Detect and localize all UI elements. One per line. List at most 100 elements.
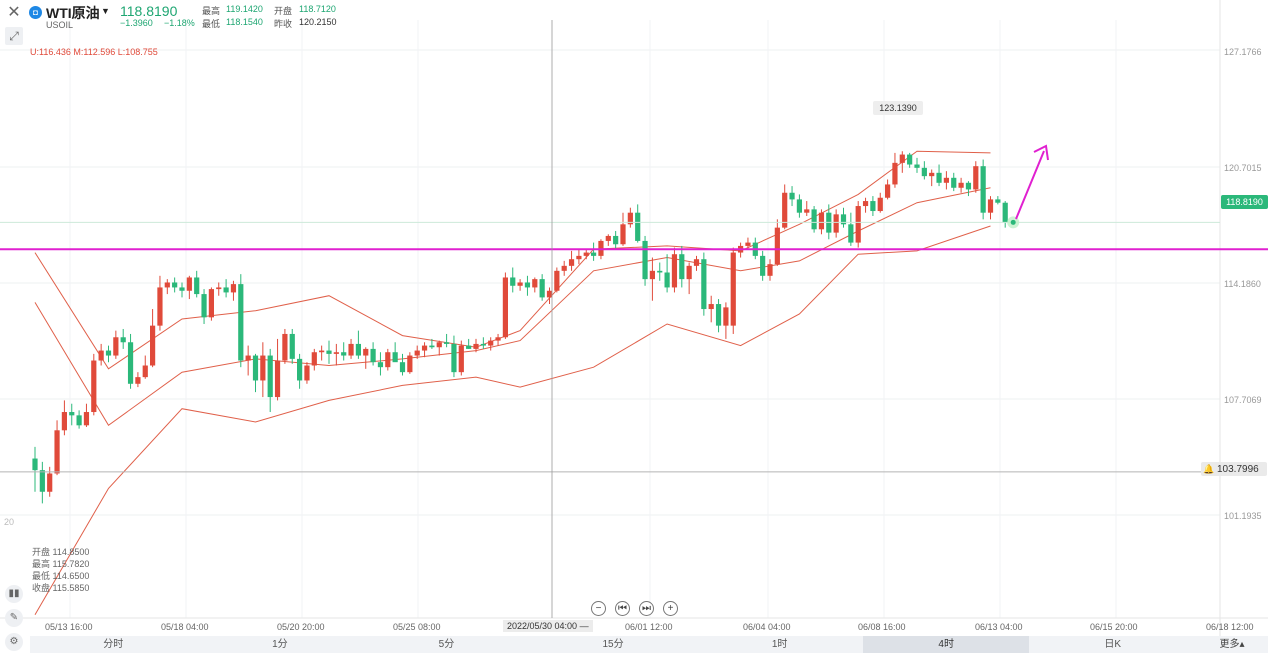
open-label: 开盘 [274, 6, 293, 16]
candle-body [466, 345, 472, 349]
candle-body [113, 337, 119, 356]
candle-body [414, 350, 420, 356]
candle-body [304, 365, 310, 381]
price-axis-label: 127.1766 [1224, 47, 1262, 57]
scroll-end-button[interactable]: ⏭ [639, 601, 654, 616]
candle-body [576, 255, 582, 260]
boll-indicator-values: U:116.436 M:112.596 L:108.755 [30, 47, 158, 57]
candle-body [429, 345, 435, 348]
pen-icon[interactable]: ✎ [5, 609, 23, 627]
scroll-start-button[interactable]: ⏮ [615, 601, 630, 616]
candles [32, 151, 1008, 504]
chart-grid [0, 0, 1268, 636]
candle-body [289, 333, 295, 359]
candle-body [83, 412, 90, 426]
candle-body [818, 212, 825, 230]
candle-body [767, 264, 773, 276]
candle-body [546, 290, 553, 298]
candle-body [973, 166, 979, 190]
candle-body [54, 430, 60, 474]
candle-body [451, 343, 457, 373]
candle-body [671, 254, 678, 288]
candle-body [892, 162, 898, 185]
chart-settings-icon[interactable]: ⚙ [5, 633, 23, 651]
live-price-dot [1010, 219, 1016, 225]
candle-body [186, 277, 192, 291]
candle-body [76, 415, 82, 426]
prev-close-label: 昨收 [274, 19, 293, 29]
candle-body [216, 287, 222, 290]
candle-body [840, 214, 847, 225]
candle-body [105, 350, 112, 356]
candle-body [568, 259, 575, 266]
tab-1min[interactable]: 1分 [272, 639, 288, 650]
candle-body [436, 342, 442, 348]
candle-body [921, 167, 927, 177]
candle-body [252, 355, 259, 381]
candle-body [995, 199, 1001, 203]
tab-daily[interactable]: 日K [1104, 639, 1122, 650]
candle-body [421, 345, 428, 351]
candle-body [282, 333, 288, 361]
candle-body [980, 166, 986, 213]
high-value: 119.1420 [226, 4, 263, 14]
left-edge-label: 20 [4, 517, 15, 527]
candle-body [157, 287, 163, 326]
trend-arrow-line [1015, 150, 1045, 220]
symbol-dropdown-icon[interactable]: ▼ [101, 6, 110, 16]
candle-body [473, 343, 479, 349]
boll-middle-line [34, 187, 991, 427]
zoom-in-button[interactable]: + [663, 601, 678, 616]
zoom-out-button[interactable]: − [591, 601, 606, 616]
draw-tool-icon[interactable]: ⤢ [5, 27, 23, 45]
candle-body [679, 254, 685, 280]
candle-body [179, 287, 185, 291]
price-alert-tag[interactable]: 🔔 103.7996 [1201, 462, 1267, 476]
more-periods-button[interactable]: 更多▴ [1219, 639, 1245, 650]
last-price: 118.8190 [120, 3, 178, 19]
candle-body [635, 212, 641, 241]
candle-body [907, 154, 913, 165]
candle-body [620, 224, 626, 245]
candle-body [458, 345, 464, 373]
candle-body [311, 352, 317, 366]
symbol-name[interactable]: WTI原油 [46, 5, 100, 21]
tab-5min[interactable]: 5分 [438, 639, 455, 650]
tab-1hour[interactable]: 1时 [771, 639, 788, 650]
candle-body [444, 342, 450, 344]
date-axis-label: 05/18 04:00 [161, 622, 209, 632]
tab-timeshare[interactable]: 分时 [103, 639, 124, 650]
candle-body [208, 289, 214, 318]
candle-body [649, 270, 655, 280]
candle-body [164, 282, 170, 288]
price-axis-label: 114.1860 [1224, 279, 1261, 289]
candle-body [39, 470, 45, 492]
candle-body [848, 224, 854, 243]
candle-body [701, 259, 707, 310]
candle-body [745, 242, 751, 246]
candle-body [664, 272, 670, 288]
hover-ohlc-panel: 开盘 114.8500 最高 115.7820 最低 114.6500 收盘 1… [32, 546, 89, 594]
candle-body [936, 172, 942, 183]
tab-15min[interactable]: 15分 [602, 639, 624, 650]
candle-body [69, 412, 75, 416]
candle-body [914, 164, 920, 168]
indicator-icon[interactable]: ▮▮ [5, 585, 23, 603]
candle-body [326, 350, 332, 354]
tab-4hour[interactable]: 4时 [862, 636, 1030, 653]
low-value: 118.1540 [226, 17, 263, 27]
candle-body [613, 235, 619, 245]
alert-price: 103.7996 [1217, 464, 1259, 475]
boll-lower-line [34, 225, 991, 615]
hover-high: 最高 115.7820 [32, 559, 90, 569]
date-axis-label: 06/01 12:00 [625, 622, 673, 632]
candle-body [796, 199, 802, 213]
close-icon[interactable]: ✕ [7, 4, 21, 21]
symbol-code: USOIL [46, 20, 74, 30]
candle-body [1002, 202, 1008, 223]
date-axis-label: 06/08 16:00 [858, 622, 906, 632]
candle-body [230, 284, 237, 293]
price-axis-label: 120.7015 [1224, 163, 1262, 173]
bell-icon[interactable]: 🔔 [1203, 464, 1215, 474]
